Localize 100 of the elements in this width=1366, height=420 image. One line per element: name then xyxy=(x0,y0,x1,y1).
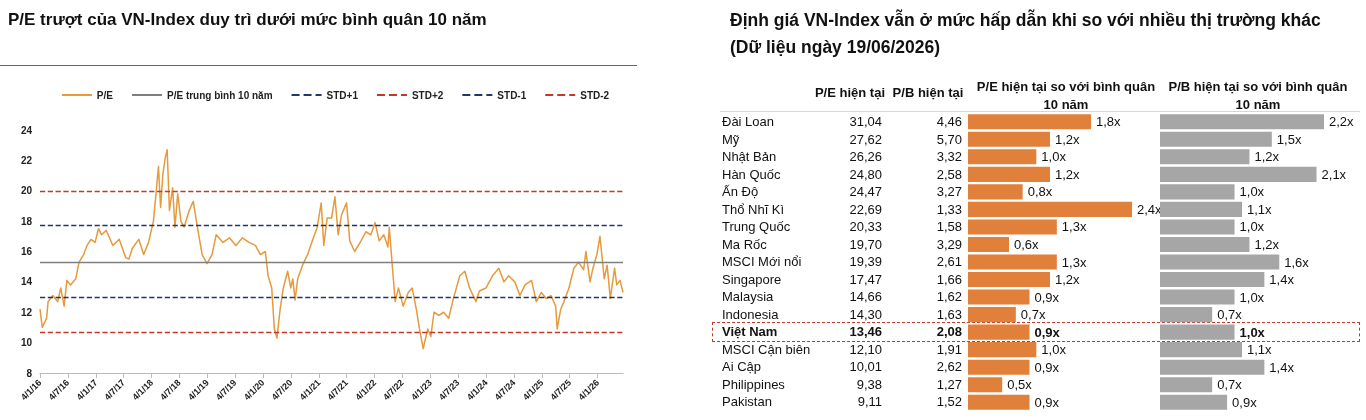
y-tick-label: 16 xyxy=(20,246,33,257)
data-label: 1,0x xyxy=(1041,149,1067,165)
bar xyxy=(968,377,1003,393)
data-label: 1,91 xyxy=(936,340,962,358)
data-label: 9,11 xyxy=(857,393,882,411)
bar xyxy=(1160,271,1265,288)
data-label: 31,04 xyxy=(849,113,882,131)
category-label: Pakistan xyxy=(722,393,772,411)
bar xyxy=(968,307,1016,323)
data-label: 14,66 xyxy=(849,288,882,306)
data-label: 4,46 xyxy=(936,113,962,131)
category-label: Việt Nam xyxy=(722,323,778,341)
y-tick-label: 18 xyxy=(20,215,33,227)
text: P/B hiện tại xyxy=(892,85,964,100)
bar xyxy=(1160,342,1242,358)
data-label: 1,3x xyxy=(1061,219,1087,235)
text: P/E hiện tại xyxy=(814,85,886,100)
data-label: 3,27 xyxy=(936,183,962,201)
bar xyxy=(968,149,1037,165)
data-label: 3,29 xyxy=(936,235,962,253)
bar xyxy=(1160,289,1235,305)
data-label: 0,9x xyxy=(1034,394,1060,410)
data-label: 0,8x xyxy=(1027,184,1053,200)
data-label: 0,7x xyxy=(1020,307,1046,323)
data-label: 5,70 xyxy=(936,130,962,148)
data-label: 1,1x xyxy=(1247,342,1273,358)
category-label: Nhật Bản xyxy=(722,148,777,166)
data-label: 1,4x xyxy=(1269,359,1295,375)
data-label: 24,80 xyxy=(849,165,882,183)
data-label: 2,08 xyxy=(936,323,962,341)
data-label: 0,7x xyxy=(1217,377,1243,393)
category-label: Ma Rốc xyxy=(722,235,767,253)
data-label: 0,9x xyxy=(1034,324,1061,340)
data-label: 9,38 xyxy=(856,375,882,393)
category-label: Malaysia xyxy=(722,288,774,306)
data-label: 1,6x xyxy=(1284,254,1310,270)
bar xyxy=(1160,166,1317,182)
legend-label: STD+2 xyxy=(411,89,444,101)
data-label: 12,10 xyxy=(849,340,882,358)
data-label: 13,46 xyxy=(849,323,882,341)
line-series xyxy=(39,148,624,350)
bar xyxy=(968,342,1037,358)
data-label: 2,1x xyxy=(1321,166,1347,182)
bar xyxy=(1160,131,1272,147)
category-label: MSCI Mới nổi xyxy=(722,253,802,271)
data-label: 2,2x xyxy=(1329,114,1355,130)
bar xyxy=(1160,201,1242,217)
chart-title: P/E hiện tại so với bình quân 10 năm xyxy=(975,78,1157,114)
data-label: 1,33 xyxy=(936,200,962,218)
data-label: 24,47 xyxy=(849,183,882,201)
bar xyxy=(1160,324,1235,340)
data-label: 14,30 xyxy=(849,305,882,323)
data-label: 1,4x xyxy=(1269,272,1295,288)
y-tick-label: 24 xyxy=(20,124,33,136)
chart-title: P/E trượt của VN-Index duy trì dưới mức bình quân 10 năm xyxy=(8,10,487,30)
data-label: 1,2x xyxy=(1055,131,1081,147)
category-label: Đài Loan xyxy=(722,113,775,131)
data-label: 26,26 xyxy=(849,148,882,166)
category-label: Philippines xyxy=(722,375,785,393)
data-label: 19,70 xyxy=(849,235,882,253)
bar xyxy=(968,254,1057,270)
data-label: 2,4x xyxy=(1137,201,1163,217)
data-label: 20,33 xyxy=(849,218,882,236)
data-label: 19,39 xyxy=(849,253,882,271)
data-label: 1,27 xyxy=(936,375,962,393)
data-label: 2,61 xyxy=(936,253,962,271)
category-label: Ấn Độ xyxy=(722,183,759,201)
data-label: 0,5x xyxy=(1007,377,1033,393)
data-label: 1,2x xyxy=(1055,166,1081,182)
legend-label: P/E trung bình 10 năm xyxy=(166,89,273,101)
y-tick-label: 14 xyxy=(20,276,33,288)
legend-label: STD-2 xyxy=(580,89,610,101)
data-label: 1,1x xyxy=(1247,201,1273,217)
bar xyxy=(968,131,1050,147)
bar xyxy=(968,324,1030,340)
category-label: Trung Quốc xyxy=(722,218,791,236)
data-label: 1,0x xyxy=(1041,342,1067,358)
data-label: 1,0x xyxy=(1239,324,1266,340)
data-label: 2,62 xyxy=(936,358,962,376)
legend-label: STD+1 xyxy=(326,89,359,101)
data-label: 1,2x xyxy=(1254,236,1280,252)
data-label: 17,47 xyxy=(849,270,882,288)
data-label: 1,0x xyxy=(1239,289,1265,305)
bar xyxy=(968,271,1050,288)
data-label: 0,9x xyxy=(1232,394,1258,410)
bar xyxy=(1160,394,1228,410)
bar xyxy=(968,114,1091,130)
data-label: 0,9x xyxy=(1034,289,1060,305)
bar xyxy=(968,289,1030,305)
bar xyxy=(968,394,1030,410)
data-label: 0,6x xyxy=(1014,236,1040,252)
bar xyxy=(1160,377,1213,393)
data-label: 1,62 xyxy=(936,288,962,306)
y-tick-label: 8 xyxy=(26,367,33,379)
bar xyxy=(968,201,1132,217)
legend-label: STD-1 xyxy=(497,89,527,101)
data-label: 0,9x xyxy=(1034,359,1060,375)
data-label: 1,5x xyxy=(1276,131,1302,147)
data-label: 3,32 xyxy=(936,148,962,166)
bar xyxy=(968,166,1050,182)
